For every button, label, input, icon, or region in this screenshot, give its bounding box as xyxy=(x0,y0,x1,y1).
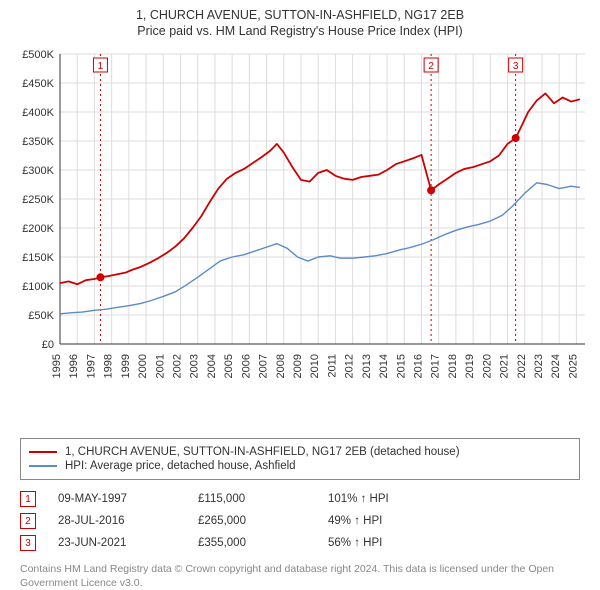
table-row: 3 23-JUN-2021 £355,000 56% ↑ HPI xyxy=(20,532,580,554)
svg-text:1: 1 xyxy=(98,61,104,72)
chart-title-line1: 1, CHURCH AVENUE, SUTTON-IN-ASHFIELD, NG… xyxy=(10,8,590,22)
svg-text:2008: 2008 xyxy=(275,354,287,378)
svg-text:2018: 2018 xyxy=(447,354,459,378)
chart-plot-area: £0 £50K £100K £150K £200K £250K £300K £350K £400… xyxy=(10,44,590,404)
chart-title-line2: Price paid vs. HM Land Registry's House … xyxy=(10,24,590,38)
svg-text:2006: 2006 xyxy=(240,354,252,378)
tx-price: £355,000 xyxy=(198,537,328,549)
tx-pct: 56% ↑ HPI xyxy=(328,537,458,549)
svg-text:2012: 2012 xyxy=(344,354,356,378)
svg-text:2017: 2017 xyxy=(430,354,442,378)
tx-marker-icon: 2 xyxy=(20,513,36,529)
svg-text:2007: 2007 xyxy=(258,354,270,378)
tx-price: £265,000 xyxy=(198,515,328,527)
svg-text:2: 2 xyxy=(428,61,434,72)
svg-text:2011: 2011 xyxy=(326,354,338,378)
svg-text:£100K: £100K xyxy=(22,281,54,293)
legend-swatch xyxy=(29,465,57,467)
svg-text:£0: £0 xyxy=(42,339,54,351)
svg-text:£50K: £50K xyxy=(28,310,54,322)
svg-text:1995: 1995 xyxy=(51,354,63,378)
table-row: 2 28-JUL-2016 £265,000 49% ↑ HPI xyxy=(20,510,580,532)
svg-text:2002: 2002 xyxy=(171,354,183,378)
svg-text:2013: 2013 xyxy=(361,354,373,378)
svg-text:1999: 1999 xyxy=(120,354,132,378)
svg-text:2004: 2004 xyxy=(206,354,218,378)
svg-text:£300K: £300K xyxy=(22,165,54,177)
svg-text:2003: 2003 xyxy=(189,354,201,378)
chart-svg: £0 £50K £100K £150K £200K £250K £300K £350K £400… xyxy=(10,44,590,404)
transaction-table: 1 09-MAY-1997 £115,000 101% ↑ HPI 2 28-J… xyxy=(20,488,580,554)
svg-text:2015: 2015 xyxy=(395,354,407,378)
svg-text:2016: 2016 xyxy=(412,354,424,378)
svg-text:2022: 2022 xyxy=(516,354,528,378)
svg-text:2023: 2023 xyxy=(533,354,545,378)
svg-text:£400K: £400K xyxy=(22,107,54,119)
svg-text:2005: 2005 xyxy=(223,354,235,378)
svg-text:2000: 2000 xyxy=(137,354,149,378)
legend-item: HPI: Average price, detached house, Ashf… xyxy=(29,459,571,473)
tx-pct: 49% ↑ HPI xyxy=(328,515,458,527)
legend-item: 1, CHURCH AVENUE, SUTTON-IN-ASHFIELD, NG… xyxy=(29,445,571,459)
svg-text:1996: 1996 xyxy=(68,354,80,378)
svg-text:£450K: £450K xyxy=(22,78,54,90)
svg-text:£200K: £200K xyxy=(22,223,54,235)
title-block: 1, CHURCH AVENUE, SUTTON-IN-ASHFIELD, NG… xyxy=(10,8,590,38)
legend-swatch xyxy=(29,451,57,453)
svg-text:3: 3 xyxy=(513,61,519,72)
svg-text:2001: 2001 xyxy=(154,354,166,378)
tx-date: 28-JUL-2016 xyxy=(58,515,198,527)
chart-container: 1, CHURCH AVENUE, SUTTON-IN-ASHFIELD, NG… xyxy=(0,0,600,590)
table-row: 1 09-MAY-1997 £115,000 101% ↑ HPI xyxy=(20,488,580,510)
svg-text:2025: 2025 xyxy=(567,354,579,378)
tx-date: 23-JUN-2021 xyxy=(58,537,198,549)
legend-label: 1, CHURCH AVENUE, SUTTON-IN-ASHFIELD, NG… xyxy=(65,446,460,458)
svg-text:£500K: £500K xyxy=(22,49,54,61)
footer-attribution: Contains HM Land Registry data © Crown c… xyxy=(20,562,580,590)
svg-text:2021: 2021 xyxy=(499,354,511,378)
svg-text:1998: 1998 xyxy=(103,354,115,378)
svg-text:2019: 2019 xyxy=(464,354,476,378)
legend-box: 1, CHURCH AVENUE, SUTTON-IN-ASHFIELD, NG… xyxy=(20,438,580,480)
svg-text:2020: 2020 xyxy=(481,354,493,378)
tx-pct: 101% ↑ HPI xyxy=(328,493,458,505)
tx-marker-icon: 3 xyxy=(20,535,36,551)
legend-label: HPI: Average price, detached house, Ashf… xyxy=(65,460,296,472)
tx-marker-icon: 1 xyxy=(20,491,36,507)
svg-text:£150K: £150K xyxy=(22,252,54,264)
svg-text:2024: 2024 xyxy=(550,354,562,378)
svg-text:£250K: £250K xyxy=(22,194,54,206)
svg-text:1997: 1997 xyxy=(85,354,97,378)
svg-text:2010: 2010 xyxy=(309,354,321,378)
svg-text:2009: 2009 xyxy=(292,354,304,378)
svg-text:£350K: £350K xyxy=(22,136,54,148)
svg-text:2014: 2014 xyxy=(378,354,390,378)
tx-date: 09-MAY-1997 xyxy=(58,493,198,505)
tx-price: £115,000 xyxy=(198,493,328,505)
